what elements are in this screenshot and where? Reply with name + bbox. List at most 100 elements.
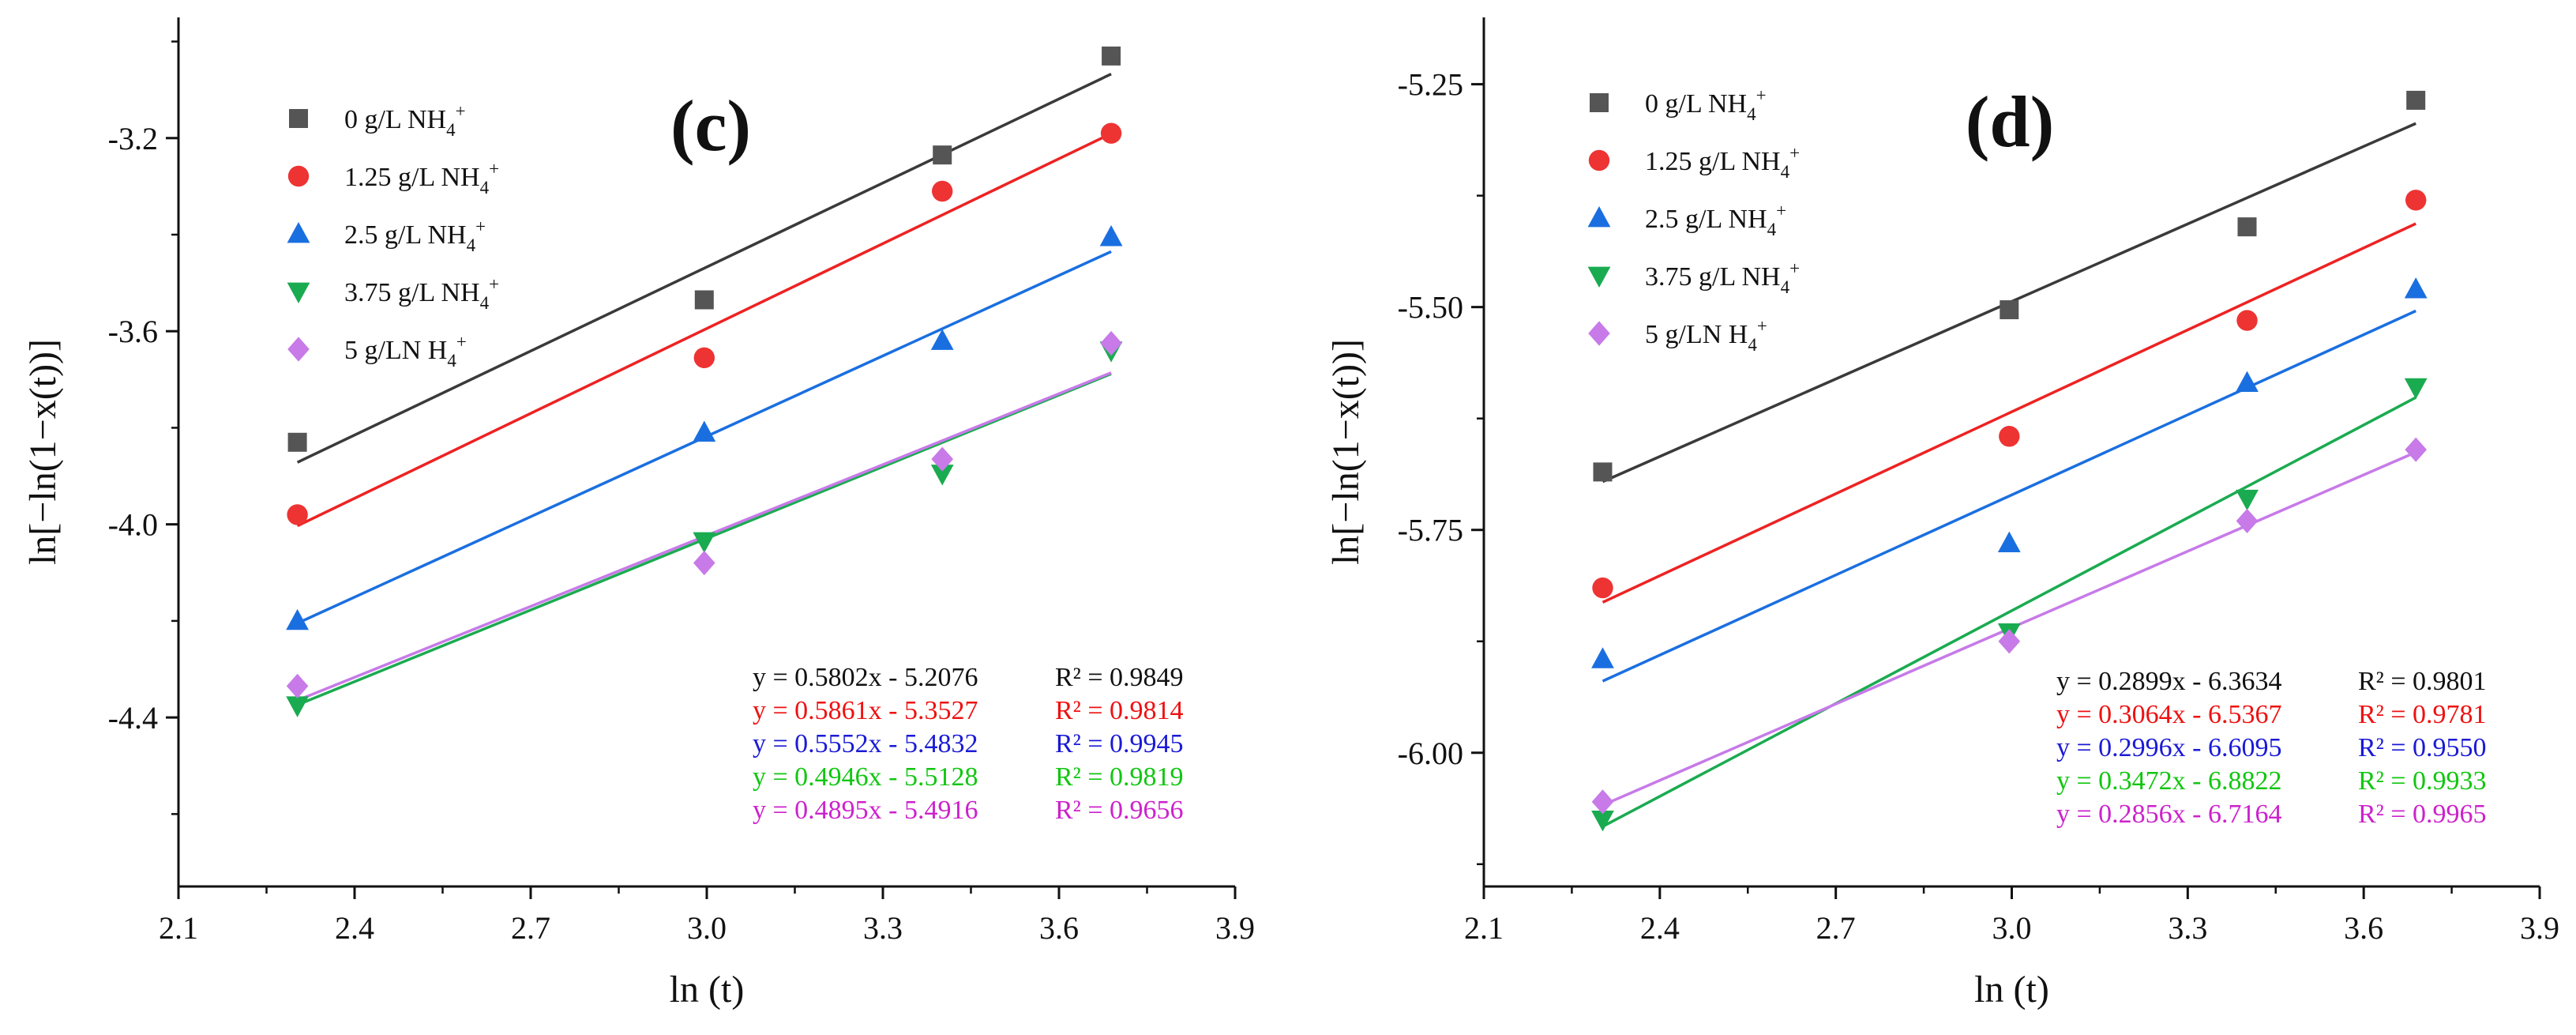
data-point-series-4: [2404, 378, 2428, 400]
x-tick-label: 3.3: [2168, 910, 2207, 946]
data-point-series-5: [1591, 789, 1614, 815]
legend-label: 1.25 g/L NH4+: [1645, 143, 1800, 182]
legend-marker: [1590, 93, 1609, 112]
data-point-series-3: [1591, 647, 1614, 668]
data-point-series-2: [932, 180, 953, 202]
data-point-series-1: [2000, 300, 2019, 320]
y-tick-label: -4.0: [108, 507, 158, 543]
r-squared: R² = 0.9801: [2358, 667, 2487, 696]
data-point-series-4: [693, 532, 716, 554]
x-axis-title: ln (t): [1974, 969, 2049, 1011]
data-point-series-1: [1593, 462, 1613, 482]
x-tick-label: 2.1: [1464, 910, 1504, 946]
data-point-series-4: [286, 696, 309, 717]
data-point-series-4: [2236, 489, 2259, 511]
data-point-series-1: [1102, 46, 1121, 66]
legend: 0 g/L NH4+ 1.25 g/L NH4+ 2.5 g/L NH4+ 3.75 …: [287, 101, 499, 371]
legend: 0 g/L NH4+ 1.25 g/L NH4+ 2.5 g/L NH4+ 3.75 …: [1587, 85, 1800, 355]
fit-equation: y = 0.4895x - 5.4916: [753, 796, 978, 825]
legend-label: 5 g/LN H4+: [344, 332, 467, 371]
x-tick-label: 3.6: [1039, 910, 1079, 946]
r-squared: R² = 0.9656: [1055, 796, 1184, 825]
data-point-series-2: [1592, 577, 1613, 599]
r-squared: R² = 0.9933: [2358, 766, 2487, 796]
data-point-series-4: [930, 465, 954, 486]
data-point-series-1: [287, 432, 307, 452]
x-tick-label: 2.1: [159, 910, 198, 946]
legend-label: 0 g/L NH4+: [1645, 85, 1767, 124]
y-tick-label: -5.25: [1398, 67, 1463, 103]
data-point-series-3: [286, 608, 309, 630]
fit-equation: y = 0.4946x - 5.5128: [753, 762, 978, 792]
x-tick-label: 2.4: [335, 910, 374, 946]
panel-label: (c): [670, 85, 751, 166]
data-point-series-4: [1591, 810, 1614, 832]
data-point-series-5: [2405, 437, 2427, 462]
data-point-series-2: [2405, 190, 2427, 211]
fit-equation: y = 0.5552x - 5.4832: [753, 729, 978, 758]
fit-equation: y = 0.2996x - 6.6095: [2056, 733, 2282, 762]
legend-marker: [287, 165, 310, 187]
legend-marker: [1588, 149, 1610, 171]
y-tick-label: -5.75: [1398, 513, 1463, 548]
r-squared: R² = 0.9945: [1055, 729, 1184, 758]
data-point-series-2: [1999, 426, 2020, 447]
data-point-series-2: [2236, 310, 2258, 331]
y-tick-label: -6.00: [1398, 736, 1463, 771]
data-point-series-1: [694, 290, 714, 310]
legend-marker: [1588, 321, 1610, 346]
r-squared: R² = 0.9849: [1055, 663, 1184, 692]
y-tick-label: -5.50: [1398, 290, 1463, 326]
data-point-series-3: [1099, 225, 1123, 247]
fit-line-2: [1602, 222, 2416, 604]
fit-equation: y = 0.5802x - 5.2076: [753, 663, 978, 692]
data-point-series-5: [931, 446, 954, 472]
fit-equation: y = 0.2856x - 6.7164: [2056, 800, 2282, 829]
data-point-series-2: [287, 504, 308, 525]
r-squared: R² = 0.9965: [2358, 800, 2487, 829]
r-squared: R² = 0.9814: [1055, 696, 1184, 725]
y-tick-label: -4.4: [108, 700, 158, 736]
legend-label: 3.75 g/L NH4+: [1645, 258, 1800, 297]
data-point-series-3: [2404, 277, 2428, 299]
x-tick-label: 3.0: [1992, 910, 2032, 946]
x-axis-title: ln (t): [670, 969, 745, 1011]
fit-line-2: [296, 132, 1112, 528]
data-point-series-5: [1100, 330, 1122, 356]
data-point-series-3: [693, 420, 716, 442]
x-tick-label: 3.0: [687, 910, 727, 946]
data-point-series-1: [2237, 217, 2257, 237]
legend-label: 0 g/L NH4+: [344, 101, 466, 140]
x-tick-label: 3.6: [2344, 910, 2383, 946]
x-tick-label: 3.9: [2520, 910, 2559, 946]
data-point-series-5: [693, 550, 715, 576]
legend-marker: [289, 109, 308, 128]
x-tick-label: 2.7: [1816, 910, 1856, 946]
legend-label: 3.75 g/L NH4+: [344, 274, 499, 313]
fit-equation: y = 0.5861x - 5.3527: [753, 696, 978, 725]
x-tick-label: 2.4: [1640, 910, 1680, 946]
data-point-series-2: [693, 347, 715, 369]
fit-equation: y = 0.2899x - 6.3634: [2056, 667, 2282, 696]
legend-marker: [1587, 266, 1611, 288]
fit-equation: y = 0.3472x - 6.8822: [2056, 766, 2282, 796]
legend-label: 2.5 g/L NH4+: [1645, 201, 1786, 239]
data-point-series-3: [1997, 531, 2021, 553]
legend-marker: [287, 282, 310, 303]
x-tick-label: 3.3: [863, 910, 903, 946]
chart-panel-1: 2.1 2.4 2.7 3.0 3.3 3.6 3.9 -3.2 -3.6 -4.0 -4.4 ln …: [22, 17, 1255, 1011]
fit-line-4: [1602, 396, 2417, 828]
legend-marker: [287, 337, 310, 362]
data-point-series-3: [2236, 371, 2259, 392]
legend-label: 2.5 g/L NH4+: [344, 216, 486, 255]
legend-label: 1.25 g/L NH4+: [344, 159, 499, 198]
y-tick-label: -3.2: [108, 121, 158, 156]
y-axis-title: ln[−ln(1−x(t))]: [1325, 339, 1367, 565]
r-squared: R² = 0.9781: [2358, 700, 2487, 729]
r-squared: R² = 0.9550: [2358, 733, 2487, 762]
chart-panel-2: 2.1 2.4 2.7 3.0 3.3 3.6 3.9 -5.25 -5.50 -5.75 -6.0…: [1325, 17, 2559, 1011]
r-squared: R² = 0.9819: [1055, 762, 1184, 792]
fit-line-3: [1602, 309, 2416, 683]
data-point-series-5: [2236, 508, 2259, 534]
